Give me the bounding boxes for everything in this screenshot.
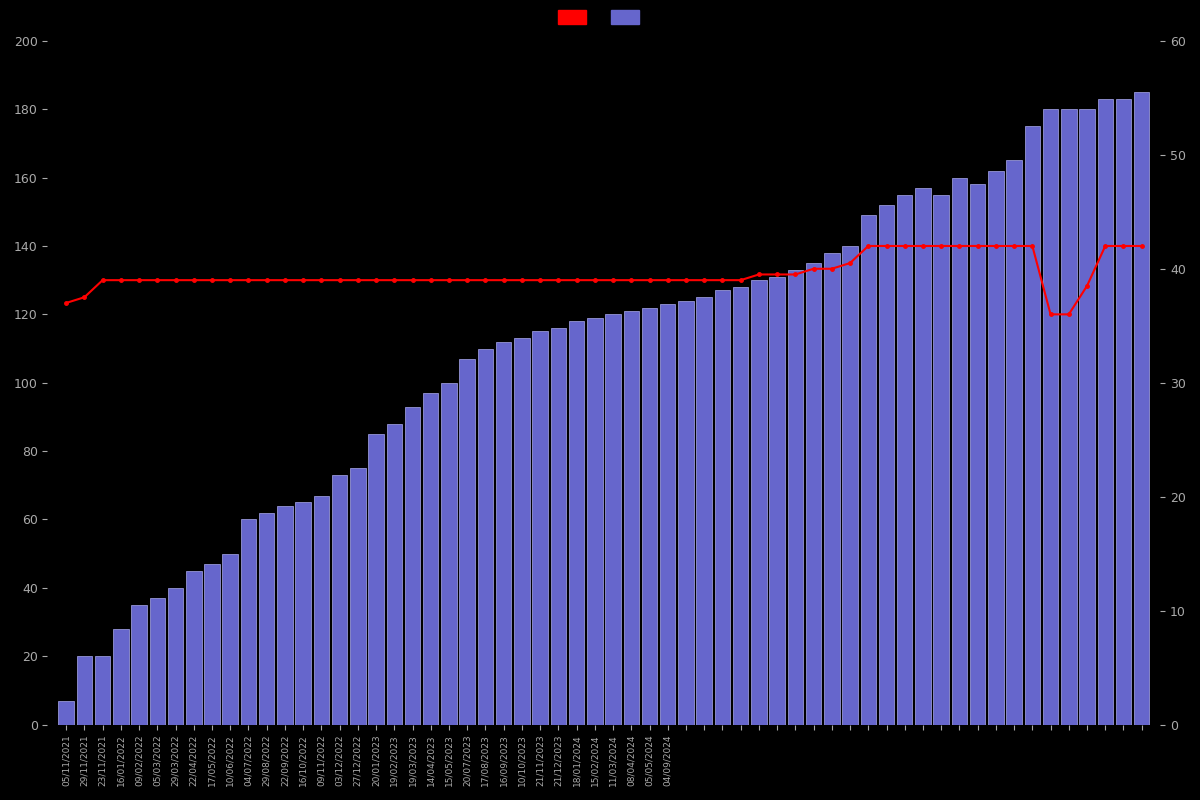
Bar bbox=[131, 605, 146, 725]
Legend: , : , bbox=[558, 10, 649, 25]
Bar bbox=[1061, 110, 1076, 725]
Bar bbox=[1134, 92, 1150, 725]
Bar bbox=[624, 311, 640, 725]
Bar bbox=[113, 629, 128, 725]
Bar bbox=[442, 382, 457, 725]
Bar bbox=[769, 277, 785, 725]
Bar bbox=[1079, 110, 1094, 725]
Bar bbox=[988, 170, 1003, 725]
Bar bbox=[934, 194, 949, 725]
Bar bbox=[678, 301, 694, 725]
Bar bbox=[1025, 126, 1040, 725]
Bar bbox=[952, 178, 967, 725]
Bar bbox=[204, 564, 220, 725]
Bar bbox=[1098, 99, 1114, 725]
Bar bbox=[970, 185, 985, 725]
Bar bbox=[1043, 110, 1058, 725]
Bar bbox=[916, 188, 931, 725]
Bar bbox=[551, 328, 566, 725]
Bar bbox=[860, 215, 876, 725]
Bar bbox=[186, 570, 202, 725]
Bar bbox=[751, 280, 767, 725]
Bar bbox=[715, 290, 730, 725]
Bar bbox=[277, 506, 293, 725]
Bar bbox=[587, 318, 602, 725]
Bar bbox=[368, 434, 384, 725]
Bar bbox=[332, 475, 347, 725]
Bar bbox=[59, 701, 74, 725]
Bar bbox=[95, 656, 110, 725]
Bar bbox=[605, 314, 620, 725]
Bar bbox=[660, 304, 676, 725]
Bar bbox=[514, 338, 529, 725]
Bar bbox=[386, 424, 402, 725]
Bar bbox=[478, 349, 493, 725]
Bar bbox=[806, 263, 821, 725]
Bar bbox=[259, 513, 275, 725]
Bar bbox=[168, 588, 184, 725]
Bar bbox=[787, 270, 803, 725]
Bar bbox=[824, 253, 840, 725]
Bar bbox=[896, 194, 912, 725]
Bar bbox=[878, 205, 894, 725]
Bar bbox=[1007, 161, 1022, 725]
Bar bbox=[150, 598, 166, 725]
Bar bbox=[696, 298, 712, 725]
Bar bbox=[222, 554, 238, 725]
Bar bbox=[295, 502, 311, 725]
Bar bbox=[241, 519, 256, 725]
Bar bbox=[533, 331, 548, 725]
Bar bbox=[404, 406, 420, 725]
Bar bbox=[842, 246, 858, 725]
Bar bbox=[77, 656, 92, 725]
Bar bbox=[424, 393, 438, 725]
Bar bbox=[350, 468, 366, 725]
Bar bbox=[569, 321, 584, 725]
Bar bbox=[313, 495, 329, 725]
Bar bbox=[496, 342, 511, 725]
Bar bbox=[460, 358, 475, 725]
Bar bbox=[642, 307, 658, 725]
Bar bbox=[733, 287, 749, 725]
Bar bbox=[1116, 99, 1132, 725]
